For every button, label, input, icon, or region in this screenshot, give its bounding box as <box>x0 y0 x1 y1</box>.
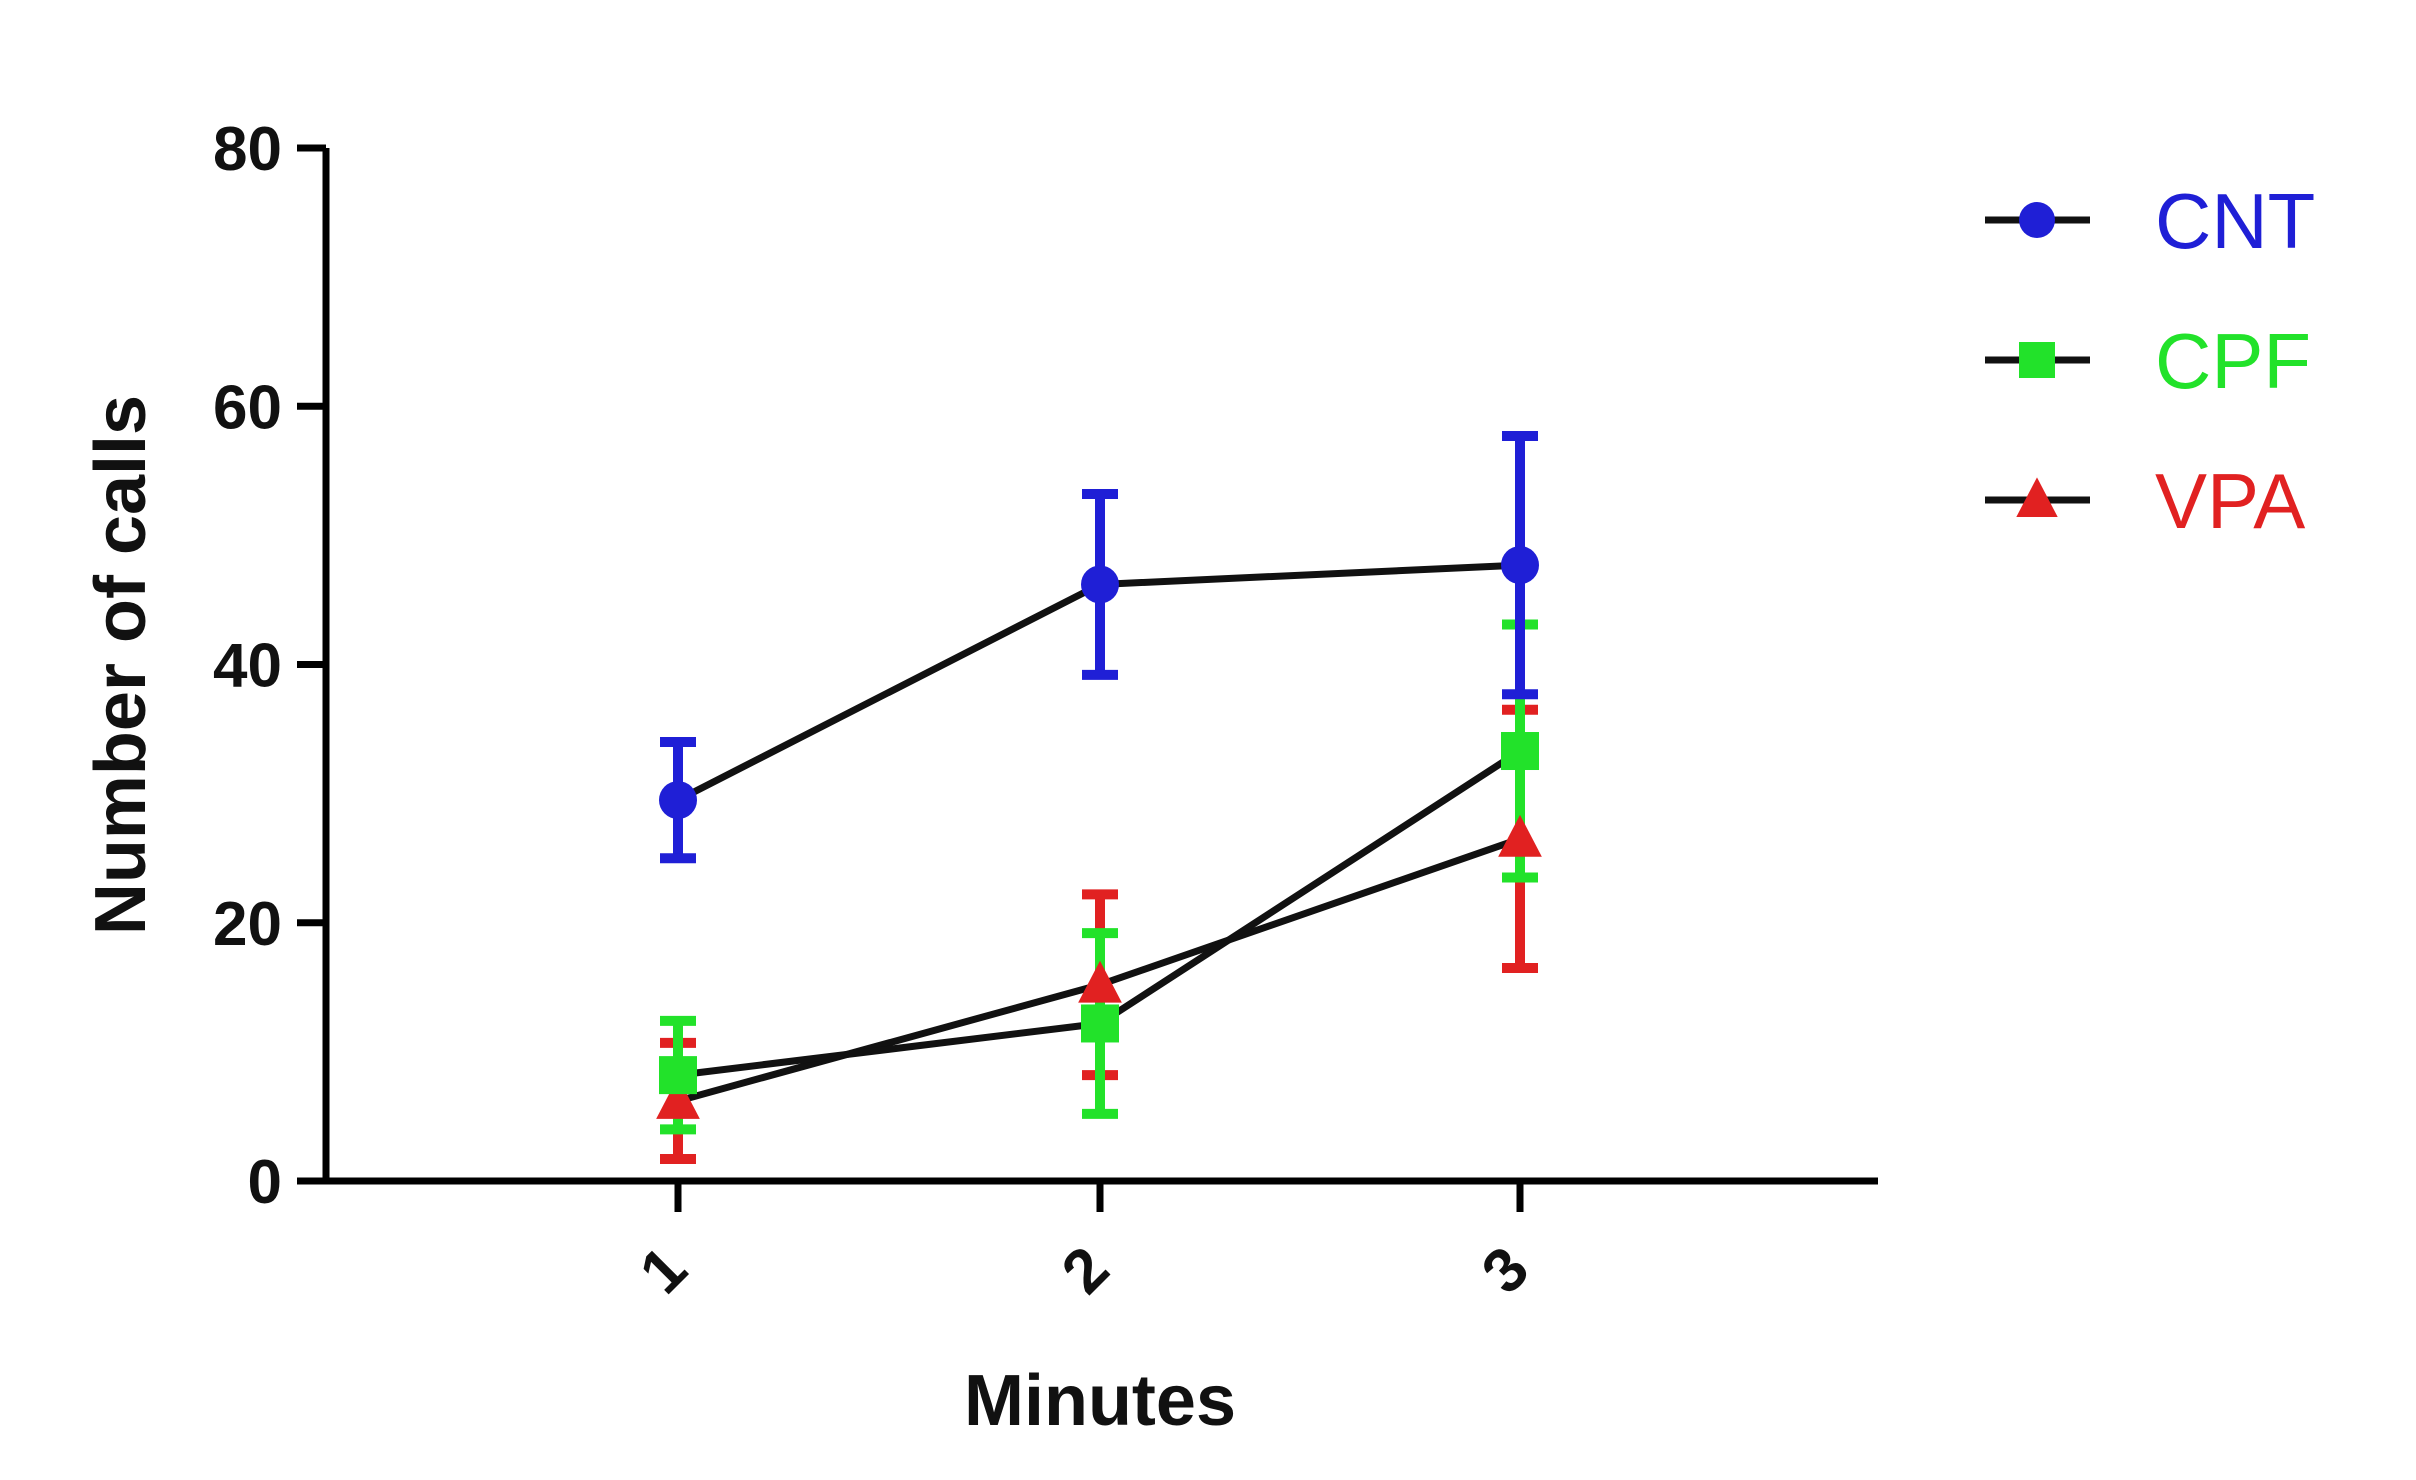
data-point-cnt <box>659 781 697 820</box>
y-tick-label: 80 <box>213 115 282 184</box>
x-tick-label: 2 <box>1049 1234 1122 1307</box>
x-tick-label: 1 <box>627 1234 700 1307</box>
data-point-cnt <box>1081 565 1119 604</box>
y-tick-label: 0 <box>248 1148 282 1217</box>
legend-label-vpa: VPA <box>2155 457 2305 545</box>
legend-marker-vpa <box>2016 477 2058 518</box>
legend-marker-cnt <box>2019 202 2055 238</box>
data-point-vpa <box>656 1077 700 1119</box>
x-tick-label: 3 <box>1469 1234 1542 1307</box>
legend-marker-cpf <box>2019 342 2055 378</box>
legend-label-cpf: CPF <box>2155 317 2311 405</box>
y-tick-label: 60 <box>213 373 282 442</box>
y-tick-label: 20 <box>213 890 282 959</box>
legend-item-cpf: CPF <box>1985 317 2311 405</box>
data-point-cpf <box>1501 732 1539 771</box>
data-point-cpf <box>659 1056 697 1095</box>
data-point-cpf <box>1081 1004 1119 1043</box>
ticks: 0 20 40 60 80 1 2 3 <box>213 115 1542 1307</box>
data-point-vpa <box>1078 960 1122 1003</box>
series <box>656 430 1542 1165</box>
x-axis-title: Minutes <box>964 1361 1236 1441</box>
series-markers <box>656 546 1542 1119</box>
y-tick-label: 40 <box>213 632 282 701</box>
legend-item-cnt: CNT <box>1985 177 2315 265</box>
series-error-bars <box>660 430 1538 1165</box>
data-point-vpa <box>1498 814 1542 857</box>
data-point-cnt <box>1501 546 1539 585</box>
legend-item-vpa: VPA <box>1985 457 2305 545</box>
y-axis-title: Number of calls <box>81 395 161 935</box>
legend-label-cnt: CNT <box>2155 177 2315 265</box>
legend: CNT CPF VPA <box>1985 177 2315 545</box>
